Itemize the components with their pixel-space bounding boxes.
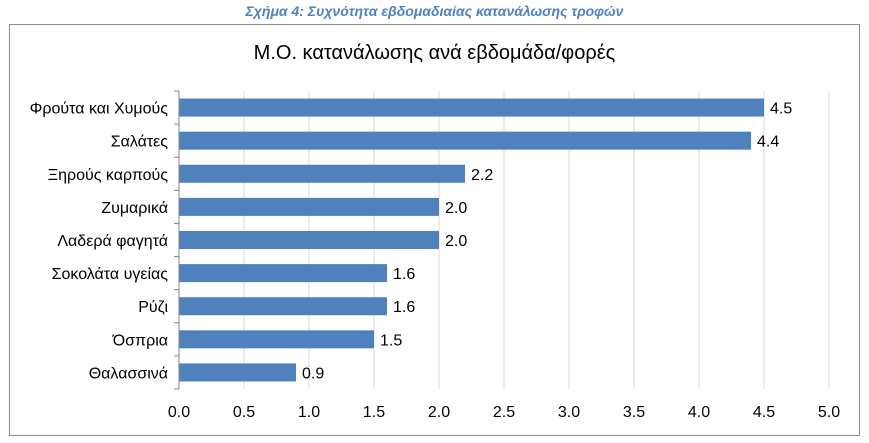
category-label: Σαλάτες bbox=[111, 134, 169, 151]
x-tick-label: 2.0 bbox=[428, 404, 450, 421]
bar bbox=[179, 264, 387, 283]
data-label: 0.9 bbox=[302, 365, 324, 382]
data-label: 4.4 bbox=[757, 134, 779, 151]
chart-frame: Μ.Ο. κατανάλωσης ανά εβδομάδα/φορές 0.0 0… bbox=[9, 24, 860, 436]
data-label: 1.6 bbox=[393, 299, 415, 316]
bar bbox=[179, 131, 751, 150]
data-label: 2.0 bbox=[445, 233, 467, 250]
x-tick-label: 5.0 bbox=[818, 404, 840, 421]
x-tick-label: 1.0 bbox=[298, 404, 320, 421]
x-tick-label: 2.5 bbox=[493, 404, 515, 421]
bar bbox=[179, 98, 764, 117]
category-label: Σοκολάτα υγείας bbox=[52, 266, 169, 283]
figure-caption: Σχήμα 4: Συχνότητα εβδομαδιαίας κατανάλω… bbox=[245, 3, 624, 19]
chart-title: Μ.Ο. κατανάλωσης ανά εβδομάδα/φορές bbox=[253, 42, 616, 64]
data-label: 4.5 bbox=[770, 101, 792, 118]
x-tick-label: 3.0 bbox=[558, 404, 580, 421]
bar bbox=[179, 164, 465, 183]
x-tick-label: 1.5 bbox=[363, 404, 385, 421]
data-label: 2.2 bbox=[471, 167, 493, 184]
bar bbox=[179, 363, 296, 382]
data-label: 2.0 bbox=[445, 200, 467, 217]
bar bbox=[179, 231, 439, 249]
labels: 0.0 0.5 1.0 1.5 2.0 2.5 3.0 3.5 4.0 4.5 5.0 Φρούτα … bbox=[30, 101, 841, 421]
x-tick-label: 0.0 bbox=[168, 404, 190, 421]
axes bbox=[174, 90, 180, 390]
x-tick-label: 4.5 bbox=[753, 404, 775, 421]
category-label: Θαλασσινά bbox=[89, 365, 168, 382]
bar bbox=[179, 197, 439, 216]
data-label: 1.5 bbox=[380, 332, 402, 349]
bars bbox=[179, 98, 764, 382]
category-label: Λαδερά φαγητά bbox=[57, 233, 168, 250]
category-label: Ζυμαρικά bbox=[101, 200, 168, 217]
category-label: Ξηρούς καρπούς bbox=[48, 167, 169, 184]
bar bbox=[179, 297, 387, 316]
category-label: Όσπρια bbox=[112, 332, 168, 349]
category-label: Ρύζι bbox=[138, 299, 168, 316]
bar bbox=[179, 330, 374, 349]
x-tick-label: 0.5 bbox=[233, 404, 255, 421]
x-tick-label: 3.5 bbox=[623, 404, 645, 421]
category-label: Φρούτα και Χυμούς bbox=[30, 101, 169, 118]
bar-chart: 0.0 0.5 1.0 1.5 2.0 2.5 3.0 3.5 4.0 4.5 5.0 Φρούτα … bbox=[30, 90, 841, 421]
x-tick-label: 4.0 bbox=[688, 404, 710, 421]
data-label: 1.6 bbox=[393, 266, 415, 283]
